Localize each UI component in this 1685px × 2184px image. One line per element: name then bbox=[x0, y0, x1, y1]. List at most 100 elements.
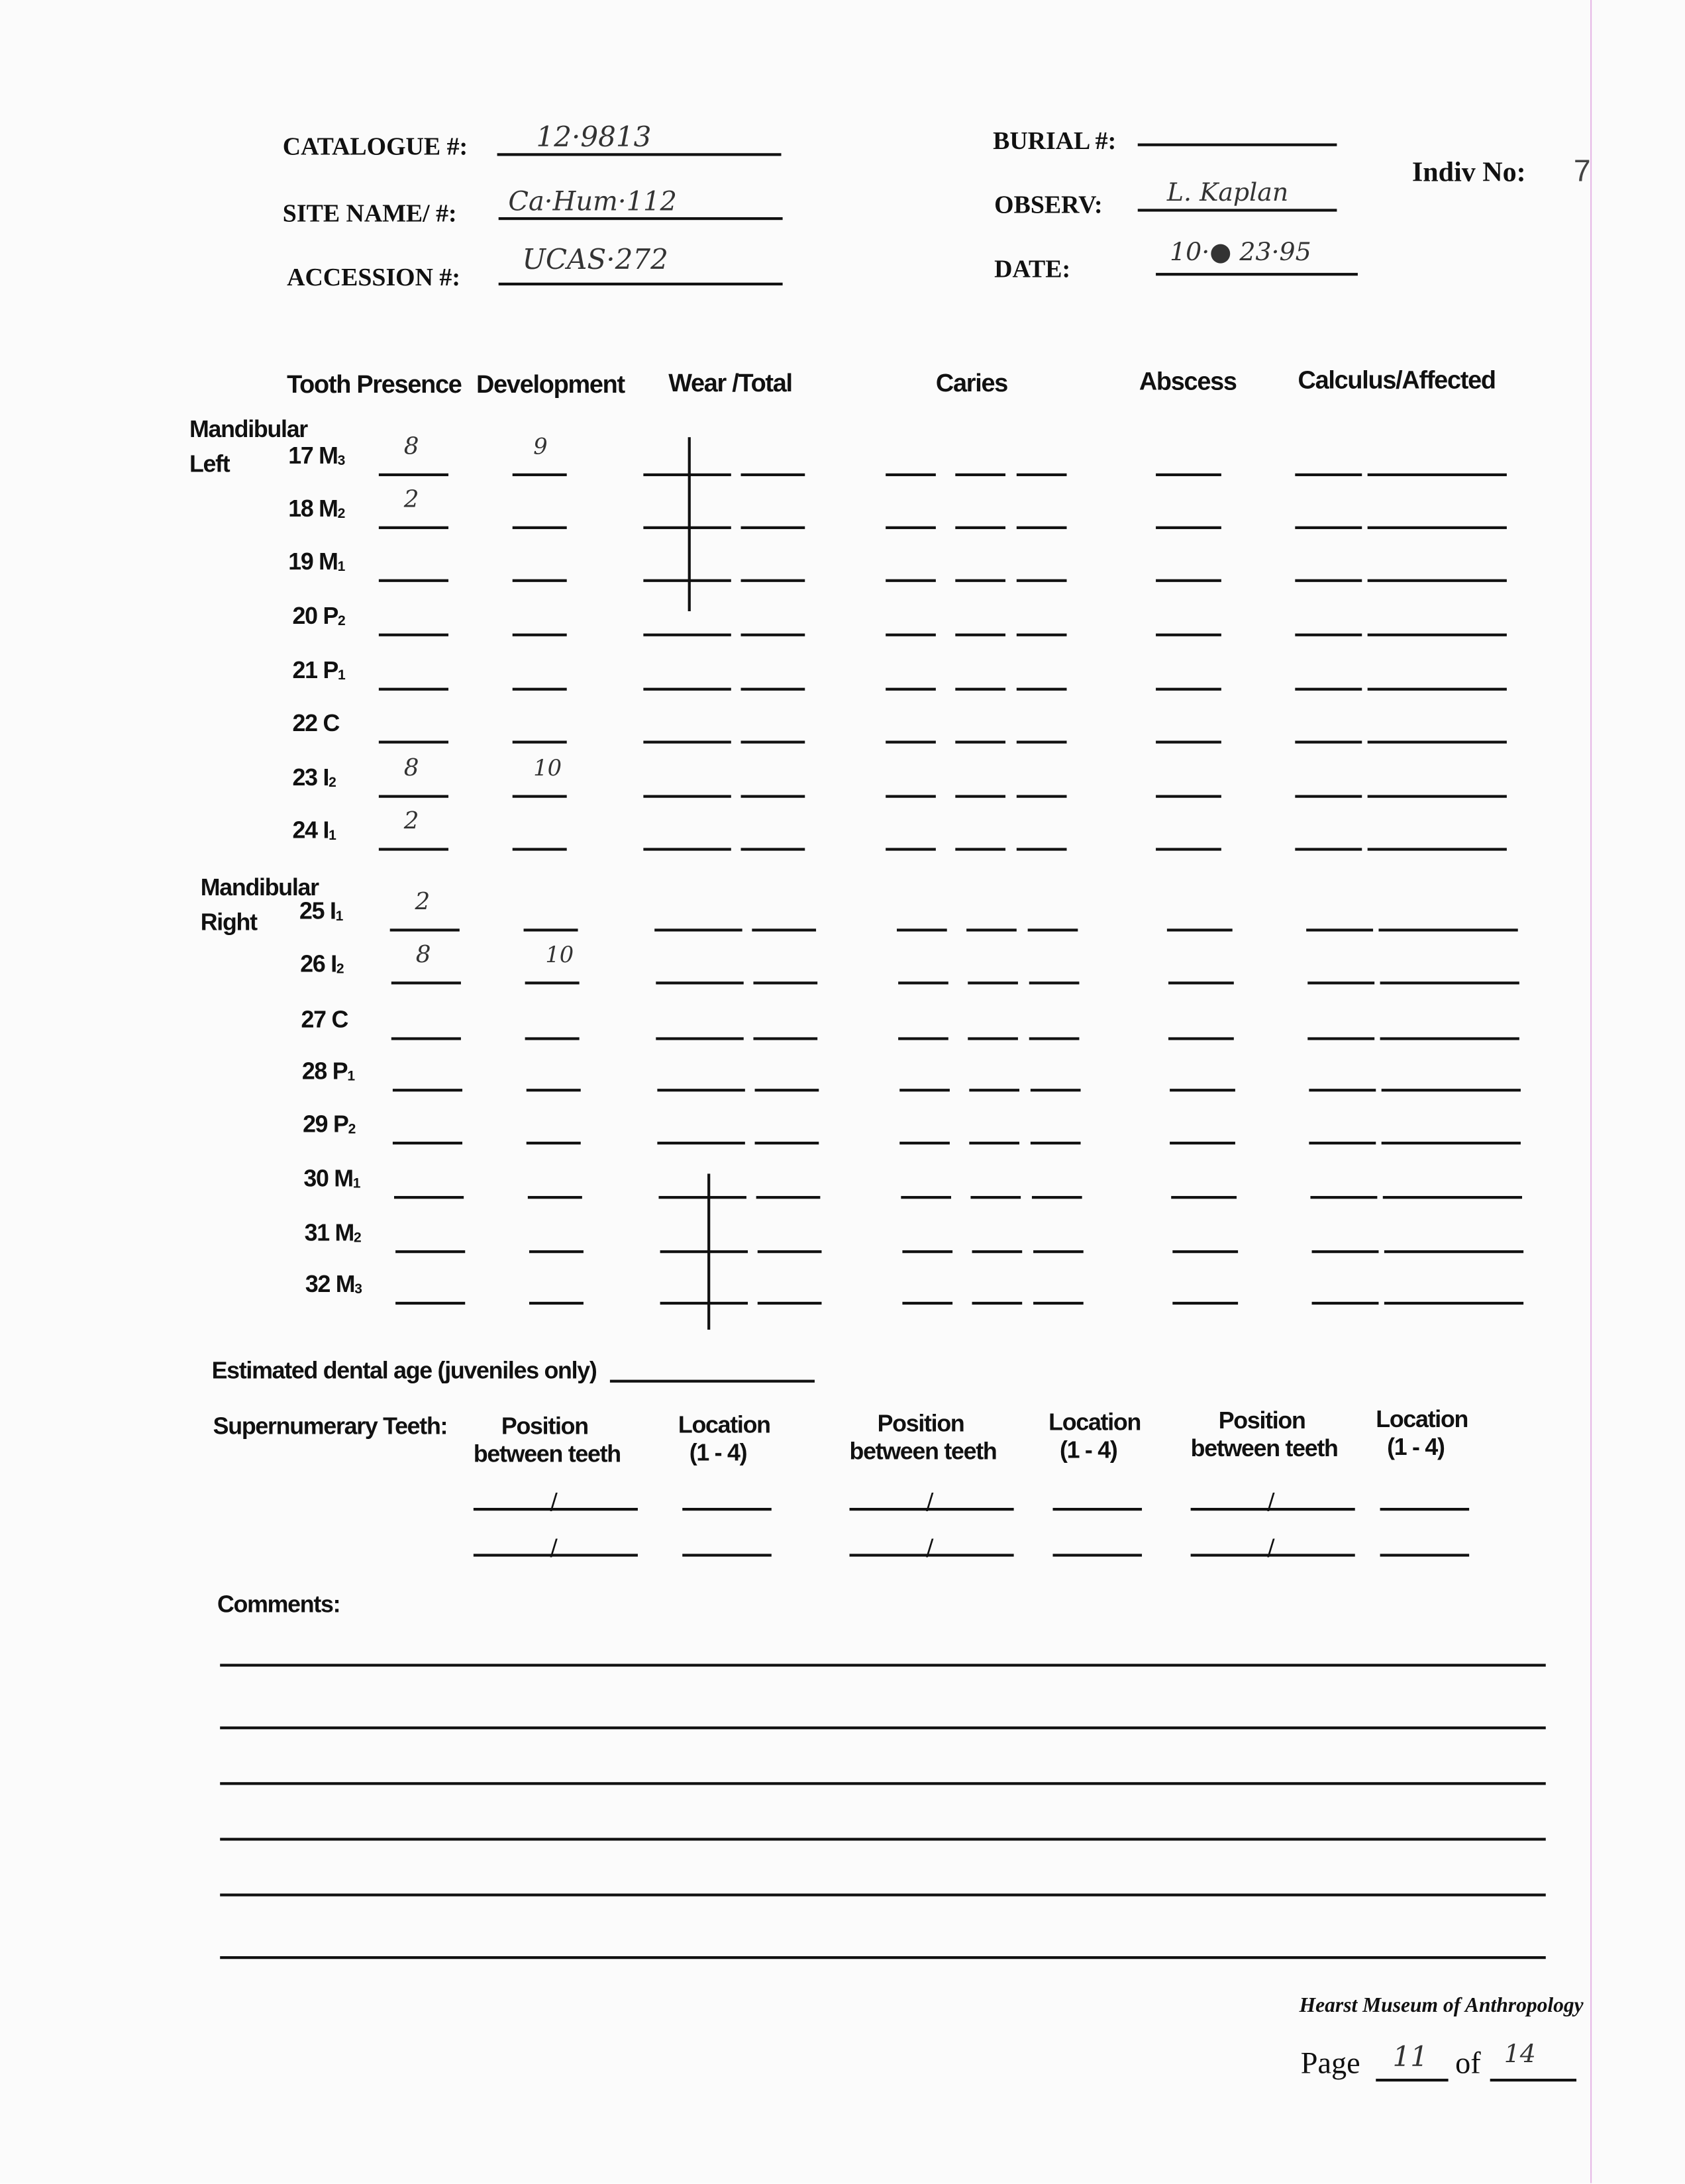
tooth-number: 30 bbox=[303, 1165, 329, 1192]
wear-line bbox=[643, 687, 731, 691]
tooth-label: 21 P1 bbox=[292, 657, 346, 685]
tooth-label: 27 C bbox=[301, 1007, 349, 1034]
wear-line bbox=[643, 848, 731, 851]
slash-divider: / bbox=[550, 1488, 558, 1515]
location-field-line bbox=[682, 1508, 772, 1511]
position-sublabel: between teeth bbox=[473, 1441, 621, 1468]
supernumerary-label: Supernumerary Teeth: bbox=[213, 1413, 448, 1440]
development-line bbox=[512, 526, 567, 529]
location-field-line bbox=[1052, 1508, 1143, 1511]
accession-value[interactable]: UCAS·272 bbox=[522, 242, 668, 276]
calculus-line bbox=[1311, 1301, 1379, 1305]
caries-line bbox=[1016, 848, 1067, 851]
date-field-line bbox=[1156, 273, 1358, 276]
abscess-line bbox=[1156, 526, 1221, 529]
development-line bbox=[527, 1142, 582, 1145]
caries-line bbox=[1033, 1301, 1084, 1305]
tooth-label: 29 P2 bbox=[303, 1111, 356, 1139]
wear-mark-upper bbox=[688, 437, 691, 611]
total-line bbox=[740, 687, 805, 691]
affected-line bbox=[1367, 473, 1507, 477]
location-sublabel: (1 - 4) bbox=[1387, 1434, 1445, 1461]
comment-line[interactable] bbox=[220, 1663, 1546, 1667]
presence-line bbox=[378, 848, 449, 851]
abscess-line bbox=[1156, 795, 1221, 798]
caries-line bbox=[886, 633, 936, 636]
indiv-value: 7 bbox=[1573, 153, 1591, 188]
development-line bbox=[526, 1089, 581, 1092]
presence-value[interactable]: 8 bbox=[403, 754, 419, 783]
total-line bbox=[754, 1089, 819, 1092]
total-line bbox=[740, 473, 805, 477]
abscess-line bbox=[1168, 1037, 1235, 1040]
accession-label: ACCESSION #: bbox=[287, 263, 460, 291]
tooth-label: 25 I1 bbox=[299, 898, 343, 926]
tooth-subscript: 1 bbox=[329, 828, 336, 844]
slash-divider: / bbox=[926, 1534, 934, 1561]
tooth-type: I bbox=[323, 764, 329, 791]
development-line bbox=[512, 633, 567, 636]
comment-line[interactable] bbox=[220, 1956, 1546, 1960]
calculus-line bbox=[1295, 687, 1362, 691]
affected-line bbox=[1381, 1089, 1521, 1092]
catalogue-value[interactable]: 12·9813 bbox=[536, 119, 652, 154]
observer-value[interactable]: L. Kaplan bbox=[1166, 178, 1289, 208]
caries-line bbox=[1029, 1037, 1080, 1040]
tooth-label: 18 M2 bbox=[288, 495, 345, 523]
caries-line bbox=[897, 928, 947, 932]
development-line bbox=[527, 1196, 582, 1199]
affected-line bbox=[1379, 981, 1519, 985]
abscess-line bbox=[1168, 981, 1233, 985]
development-line bbox=[512, 740, 567, 744]
tooth-type: M bbox=[319, 548, 338, 575]
calculus-line bbox=[1309, 1142, 1377, 1145]
caries-line bbox=[955, 526, 1006, 529]
comment-line[interactable] bbox=[220, 1838, 1546, 1841]
presence-value[interactable]: 8 bbox=[403, 432, 419, 461]
tooth-number: 18 bbox=[288, 495, 313, 522]
wear-line bbox=[643, 795, 731, 798]
tooth-subscript: 1 bbox=[347, 1069, 355, 1085]
presence-value[interactable]: 2 bbox=[403, 807, 419, 836]
tooth-number: 19 bbox=[288, 548, 313, 575]
tooth-subscript: 2 bbox=[329, 775, 336, 791]
total-line bbox=[740, 848, 805, 851]
presence-line bbox=[390, 981, 461, 985]
comment-line[interactable] bbox=[220, 1782, 1546, 1785]
tooth-type: I bbox=[323, 817, 329, 844]
caries-line bbox=[955, 740, 1006, 744]
tooth-label: 20 P2 bbox=[292, 603, 346, 630]
tooth-number: 31 bbox=[304, 1219, 330, 1246]
site-value[interactable]: Ca·Hum·112 bbox=[508, 186, 677, 217]
group-right-line1: Mandibular bbox=[200, 874, 319, 901]
tooth-label: 19 M1 bbox=[288, 548, 345, 576]
abscess-line bbox=[1156, 687, 1221, 691]
caries-line bbox=[1027, 928, 1078, 932]
tooth-type: M bbox=[335, 1271, 356, 1298]
development-value[interactable]: 10 bbox=[533, 754, 562, 781]
col-calculus-affected: Calculus/Affected bbox=[1298, 366, 1496, 395]
tooth-subscript: 2 bbox=[348, 1122, 356, 1138]
tooth-type: P bbox=[332, 1058, 348, 1085]
presence-value[interactable]: 2 bbox=[415, 888, 431, 917]
presence-value[interactable]: 8 bbox=[415, 941, 431, 969]
tooth-number: 21 bbox=[292, 657, 318, 684]
caries-line bbox=[971, 1250, 1022, 1254]
slash-divider: / bbox=[550, 1534, 558, 1561]
caries-line bbox=[1016, 633, 1067, 636]
presence-value[interactable]: 2 bbox=[403, 485, 419, 514]
development-value[interactable]: 9 bbox=[533, 432, 548, 460]
location-sublabel: (1 - 4) bbox=[1060, 1436, 1118, 1464]
caries-line bbox=[970, 1142, 1020, 1145]
development-value[interactable]: 10 bbox=[545, 941, 574, 968]
tooth-number: 27 bbox=[301, 1007, 327, 1034]
comment-line[interactable] bbox=[220, 1893, 1546, 1897]
page-total-line bbox=[1490, 2079, 1577, 2082]
caries-line bbox=[901, 1196, 952, 1199]
dental-age-line bbox=[609, 1379, 815, 1383]
tooth-number: 20 bbox=[292, 603, 318, 630]
museum-name: Hearst Museum of Anthropology bbox=[1299, 1995, 1584, 2018]
comment-line[interactable] bbox=[220, 1726, 1546, 1730]
abscess-line bbox=[1171, 1196, 1237, 1199]
date-value[interactable]: 10·● 23·95 bbox=[1170, 238, 1311, 268]
